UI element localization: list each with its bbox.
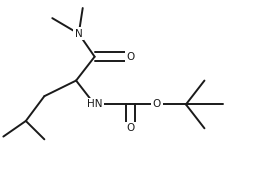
Text: HN: HN	[87, 99, 102, 110]
Text: O: O	[126, 123, 135, 133]
Text: O: O	[126, 52, 135, 62]
Text: N: N	[75, 29, 83, 39]
Text: O: O	[153, 99, 161, 110]
